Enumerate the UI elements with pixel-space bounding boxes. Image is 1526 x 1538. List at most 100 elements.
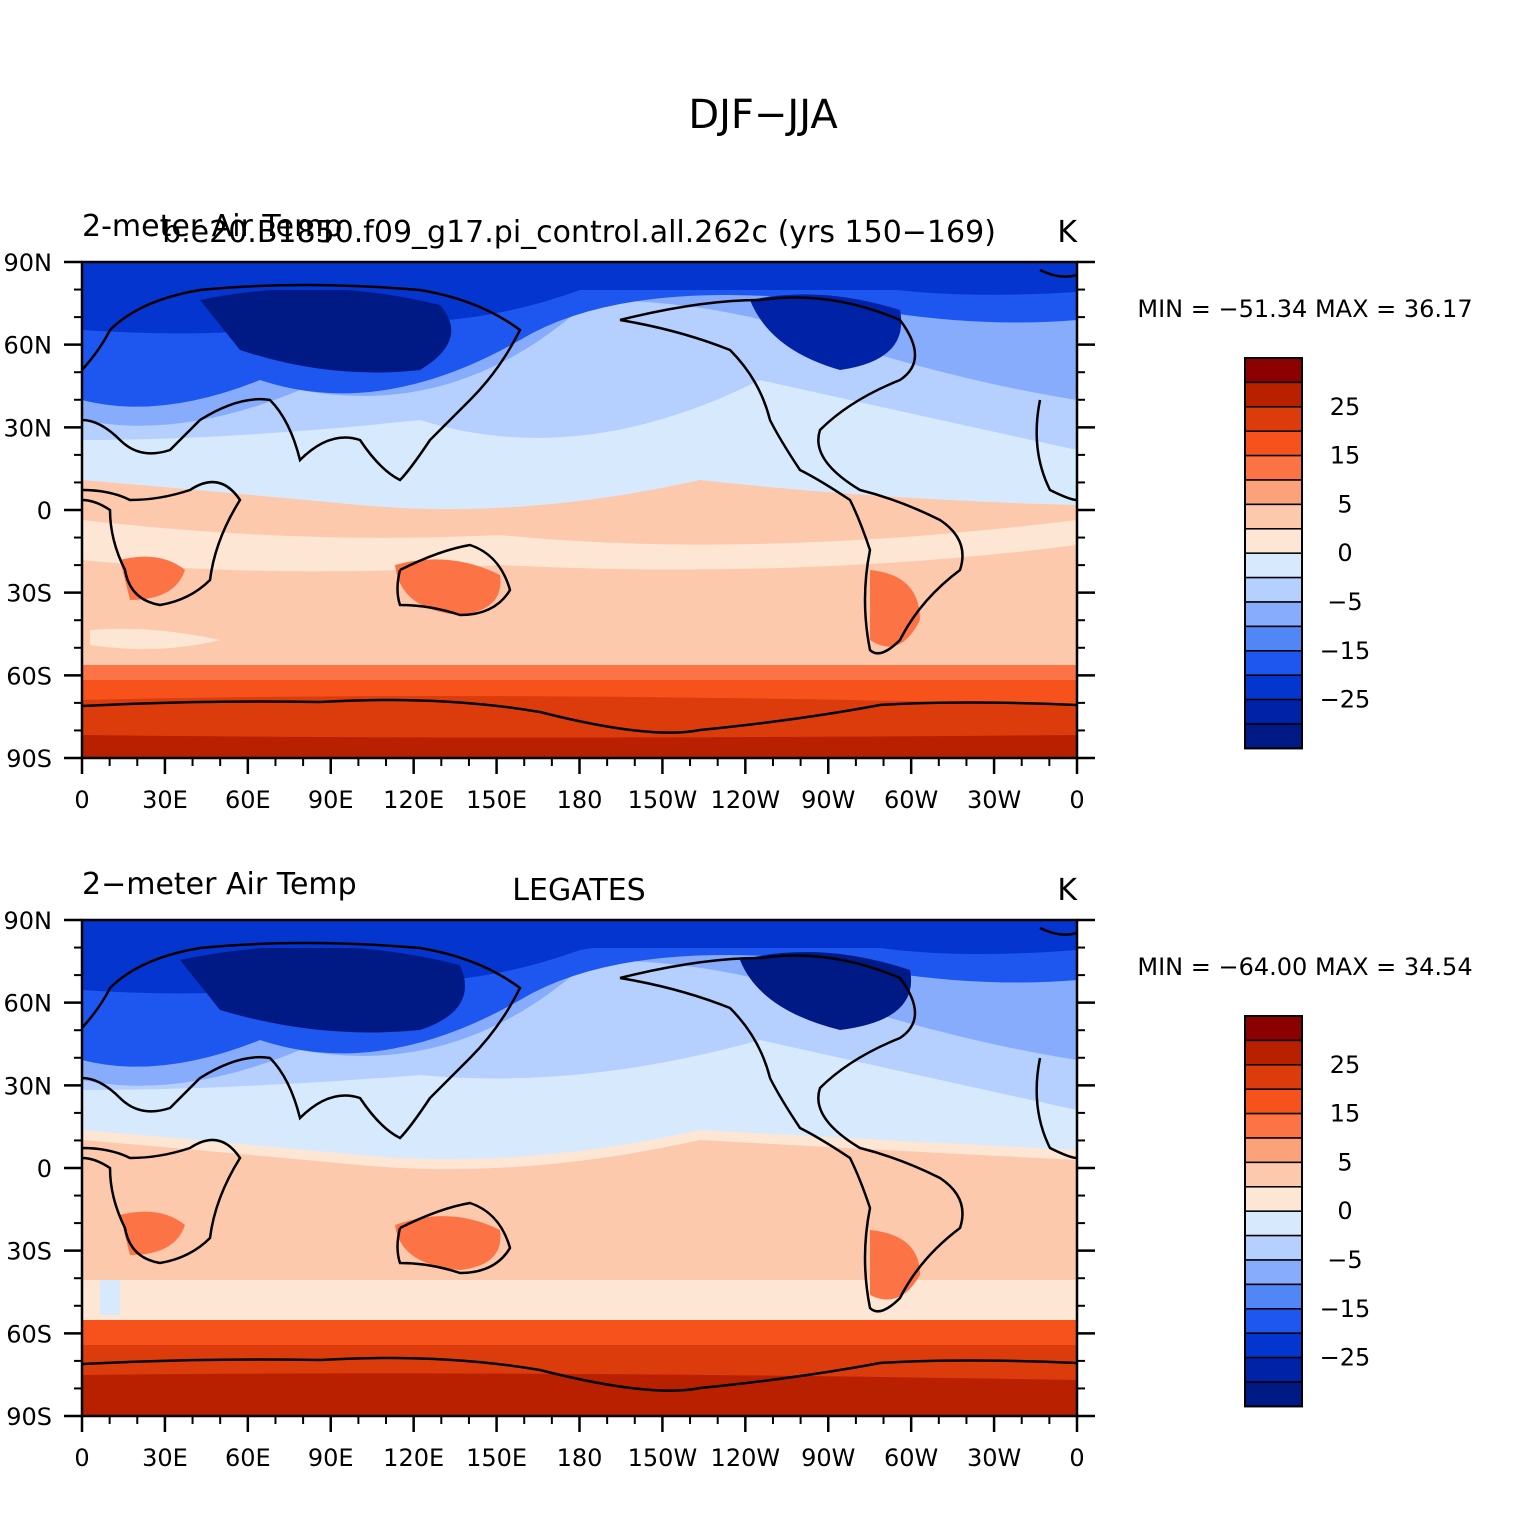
colorbar-box [1244,1356,1303,1383]
colorbar-box [1244,1234,1303,1261]
colorbar-label: −5 [1327,1246,1362,1274]
colorbar-label: −25 [1320,686,1371,714]
colorbar-box [1244,503,1303,530]
colorbar-box [1244,625,1303,652]
colorbar-box [1244,1381,1303,1408]
colorbar-box [1244,1332,1303,1359]
min-max-readout: MIN = −64.00 MAX = 34.54 [1137,953,1472,981]
lon-label: 90E [308,1444,354,1472]
panel-center-title: LEGATES [512,873,645,908]
colorbar-box [1244,698,1303,725]
map-panel-bottom [80,918,1079,1418]
lat-label: 30N [4,1072,53,1100]
lat-label: 30S [6,580,52,608]
lon-label: 0 [74,786,89,814]
coastlines [82,926,1077,1392]
lon-label: 30W [967,1444,1021,1472]
temperature-field [82,920,1077,1416]
lon-label: 30E [142,786,188,814]
figure-title: DJF−JJA [688,92,838,138]
colorbar-box [1244,406,1303,432]
colorbar-box [1244,479,1303,506]
colorbar-box [1244,454,1303,481]
colorbar-box [1244,1112,1303,1139]
colorbar-frame [1244,357,1303,750]
colorbar-box [1244,1064,1303,1090]
lat-label: 30S [6,1238,52,1266]
lat-label: 60N [4,332,53,360]
colorbar-label: 25 [1330,393,1361,421]
colorbar-box [1244,1283,1303,1310]
colorbar-box [1244,1015,1303,1042]
lon-label: 180 [557,786,603,814]
lon-label: 30W [967,786,1021,814]
lon-label: 150W [628,1444,698,1472]
colorbar-box [1244,1308,1303,1334]
colorbar-box [1244,381,1303,408]
colorbar-box [1244,1186,1303,1212]
lat-label: 90N [4,907,53,935]
panel-left-title: 2−meter Air Temp [82,867,357,902]
colorbar-box [1244,1210,1303,1237]
colorbar-label: −15 [1320,637,1371,665]
lon-label: 60W [884,786,938,814]
colorbar-box [1244,650,1303,676]
colorbar-label: −5 [1327,588,1362,616]
lon-label: 0 [74,1444,89,1472]
colorbar-box [1244,357,1303,384]
lat-label: 60S [6,662,52,690]
colorbar-box [1244,1259,1303,1286]
lat-label: 0 [37,497,52,525]
lat-label: 90S [6,745,52,773]
colorbar-label: −15 [1320,1295,1371,1323]
colorbar-label: 15 [1330,442,1361,470]
panel-units: K [1057,873,1078,908]
lon-label: 60E [225,1444,271,1472]
colorbar-box [1244,552,1303,579]
coastlines [82,268,1077,734]
colorbar-label: 0 [1337,539,1352,567]
map-panel-top [80,260,1079,760]
lon-label: 0 [1069,1444,1084,1472]
lon-label: 180 [557,1444,603,1472]
colorbar-box [1244,576,1303,603]
lon-label: 120E [383,786,444,814]
colorbar-box [1244,1161,1303,1188]
lon-label: 60W [884,1444,938,1472]
lon-label: 150E [466,1444,527,1472]
lat-label: 60N [4,990,53,1018]
lon-label: 120E [383,1444,444,1472]
colorbar-box [1244,674,1303,701]
lat-label: 30N [4,414,53,442]
lon-label: 30E [142,1444,188,1472]
colorbar-frame [1244,1015,1303,1408]
lat-label: 90S [6,1403,52,1431]
colorbar-box [1244,1088,1303,1115]
panel-center-title: b.e20.B1850.f09_g17.pi_control.all.262c … [162,215,996,250]
lon-label: 150E [466,786,527,814]
temperature-field [82,262,1077,758]
lon-label: 120W [711,1444,781,1472]
lon-label: 90W [801,1444,855,1472]
lon-label: 60E [225,786,271,814]
panel-left-title: 2-meter Air Temp [82,209,342,244]
colorbar-label: 15 [1330,1100,1361,1128]
colorbar-box [1244,430,1303,457]
panel-units: K [1057,215,1078,250]
lat-label: 60S [6,1320,52,1348]
colorbar-label: 0 [1337,1197,1352,1225]
lon-label: 120W [711,786,781,814]
colorbar-box [1244,723,1303,750]
colorbar-label: 5 [1337,1148,1352,1176]
axes-and-labels: 2-meter Air Tempb.e20.B1850.f09_g17.pi_c… [4,209,1473,1472]
colorbar-box [1244,601,1303,628]
min-max-readout: MIN = −51.34 MAX = 36.17 [1137,295,1472,323]
lon-label: 90E [308,786,354,814]
colorbar-box [1244,1137,1303,1164]
lon-label: 150W [628,786,698,814]
lat-label: 0 [37,1155,52,1183]
lon-label: 90W [801,786,855,814]
colorbar-label: 25 [1330,1051,1361,1079]
colorbar-box [1244,1039,1303,1066]
